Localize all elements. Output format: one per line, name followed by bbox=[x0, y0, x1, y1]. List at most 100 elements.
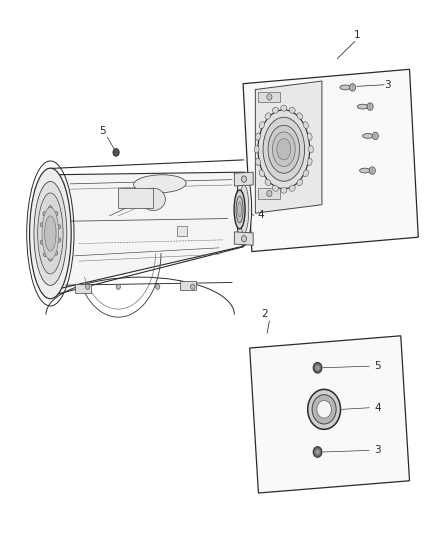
Circle shape bbox=[49, 206, 52, 210]
Ellipse shape bbox=[56, 246, 63, 253]
Ellipse shape bbox=[255, 133, 261, 140]
FancyBboxPatch shape bbox=[118, 188, 153, 208]
Polygon shape bbox=[250, 336, 410, 493]
Ellipse shape bbox=[50, 258, 54, 268]
Circle shape bbox=[43, 252, 47, 256]
Ellipse shape bbox=[258, 110, 310, 189]
Circle shape bbox=[267, 190, 272, 197]
Ellipse shape bbox=[237, 172, 251, 246]
Ellipse shape bbox=[357, 104, 368, 109]
Ellipse shape bbox=[297, 113, 303, 119]
Ellipse shape bbox=[363, 134, 373, 139]
Ellipse shape bbox=[45, 216, 56, 251]
Polygon shape bbox=[243, 69, 418, 252]
Ellipse shape bbox=[44, 256, 49, 265]
Circle shape bbox=[372, 132, 378, 140]
Ellipse shape bbox=[37, 239, 44, 245]
Circle shape bbox=[43, 212, 46, 216]
Polygon shape bbox=[180, 281, 196, 290]
Ellipse shape bbox=[134, 175, 186, 193]
Circle shape bbox=[54, 251, 58, 255]
Ellipse shape bbox=[265, 113, 271, 119]
Ellipse shape bbox=[308, 146, 313, 153]
Ellipse shape bbox=[47, 258, 51, 268]
Circle shape bbox=[57, 225, 60, 229]
Text: 2: 2 bbox=[261, 310, 268, 319]
Text: 5: 5 bbox=[99, 126, 106, 135]
Polygon shape bbox=[255, 81, 322, 213]
Text: 3: 3 bbox=[384, 80, 391, 90]
Polygon shape bbox=[234, 232, 253, 245]
Ellipse shape bbox=[50, 199, 54, 209]
Circle shape bbox=[369, 167, 375, 174]
Text: 1: 1 bbox=[353, 30, 360, 39]
Ellipse shape bbox=[277, 139, 291, 160]
Ellipse shape bbox=[303, 170, 308, 177]
Ellipse shape bbox=[281, 188, 287, 193]
Ellipse shape bbox=[303, 122, 308, 128]
Ellipse shape bbox=[272, 107, 279, 113]
Ellipse shape bbox=[268, 125, 300, 173]
Ellipse shape bbox=[34, 181, 67, 285]
Polygon shape bbox=[258, 188, 280, 199]
Circle shape bbox=[267, 94, 272, 100]
Ellipse shape bbox=[289, 107, 295, 113]
FancyBboxPatch shape bbox=[177, 226, 187, 236]
Ellipse shape bbox=[52, 256, 57, 265]
Circle shape bbox=[54, 212, 58, 216]
Ellipse shape bbox=[57, 222, 64, 228]
Ellipse shape bbox=[360, 168, 370, 173]
Polygon shape bbox=[75, 284, 91, 293]
Text: 4: 4 bbox=[257, 211, 264, 220]
Circle shape bbox=[313, 447, 322, 457]
Ellipse shape bbox=[38, 193, 63, 274]
Ellipse shape bbox=[259, 122, 265, 128]
Circle shape bbox=[49, 257, 52, 261]
Ellipse shape bbox=[42, 207, 59, 260]
Text: 3: 3 bbox=[374, 446, 381, 455]
Ellipse shape bbox=[312, 394, 336, 424]
Ellipse shape bbox=[307, 133, 312, 140]
Circle shape bbox=[315, 365, 320, 370]
Ellipse shape bbox=[317, 401, 331, 418]
Ellipse shape bbox=[36, 231, 44, 236]
Polygon shape bbox=[47, 172, 243, 292]
Ellipse shape bbox=[289, 185, 295, 191]
Ellipse shape bbox=[307, 158, 312, 166]
Text: 4: 4 bbox=[374, 403, 381, 413]
Circle shape bbox=[40, 223, 44, 227]
Ellipse shape bbox=[234, 190, 245, 229]
Circle shape bbox=[191, 284, 195, 289]
Circle shape bbox=[85, 284, 90, 289]
Ellipse shape bbox=[57, 231, 65, 236]
Ellipse shape bbox=[255, 158, 261, 166]
Ellipse shape bbox=[52, 202, 57, 211]
Ellipse shape bbox=[141, 188, 165, 211]
Circle shape bbox=[57, 238, 60, 242]
Text: 5: 5 bbox=[374, 361, 381, 371]
Ellipse shape bbox=[265, 179, 271, 185]
Ellipse shape bbox=[38, 214, 45, 221]
Circle shape bbox=[350, 84, 356, 91]
Polygon shape bbox=[258, 92, 280, 102]
Ellipse shape bbox=[47, 199, 51, 209]
Circle shape bbox=[116, 284, 120, 289]
Circle shape bbox=[241, 236, 247, 242]
Ellipse shape bbox=[239, 185, 249, 233]
Ellipse shape bbox=[54, 207, 60, 215]
Ellipse shape bbox=[38, 246, 45, 253]
Circle shape bbox=[155, 284, 160, 289]
Ellipse shape bbox=[37, 222, 44, 228]
Ellipse shape bbox=[259, 170, 265, 177]
Circle shape bbox=[313, 362, 322, 373]
Ellipse shape bbox=[56, 214, 63, 221]
Ellipse shape bbox=[340, 85, 350, 90]
Ellipse shape bbox=[57, 239, 64, 245]
Circle shape bbox=[241, 176, 247, 182]
Ellipse shape bbox=[281, 106, 287, 111]
Ellipse shape bbox=[254, 146, 259, 153]
Ellipse shape bbox=[44, 202, 49, 211]
Ellipse shape bbox=[41, 207, 46, 215]
Ellipse shape bbox=[41, 252, 46, 260]
Circle shape bbox=[40, 240, 44, 244]
